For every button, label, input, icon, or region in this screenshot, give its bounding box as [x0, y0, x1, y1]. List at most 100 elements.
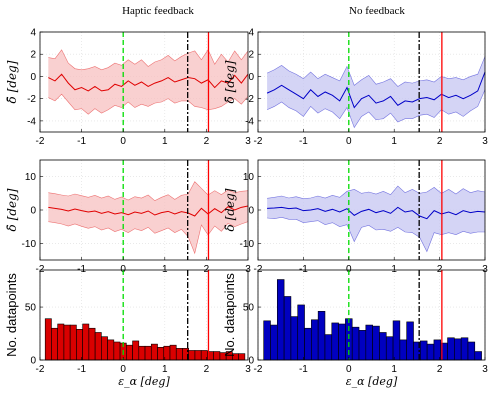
band-lower-edge — [267, 217, 485, 253]
x-tick-label: -2 — [254, 364, 263, 375]
histogram-bar — [238, 353, 246, 361]
y-axis-label: δ̄ [deg] — [5, 60, 19, 103]
y-tick-label: 4 — [30, 28, 36, 39]
y-axis-label: δ̄ [deg] — [223, 60, 237, 103]
histogram-bar — [372, 325, 380, 361]
histogram-bar — [88, 327, 96, 361]
histogram-bar — [263, 320, 271, 361]
axes-frame — [39, 31, 249, 133]
x-tick-label: 3 — [245, 136, 251, 147]
y-tick-label: 0 — [248, 206, 254, 217]
x-tick-label: 1 — [162, 364, 168, 375]
x-tick-label: 0 — [346, 136, 352, 147]
x-axis-label: ε_α [deg] — [118, 375, 170, 388]
x-tick-label: 1 — [391, 364, 397, 375]
x-tick-label: -2 — [36, 136, 45, 147]
y-tick-label: 0 — [248, 72, 254, 83]
y-tick-label: 10 — [243, 172, 255, 183]
x-tick-label: -2 — [36, 264, 45, 275]
x-tick-label: 2 — [437, 364, 443, 375]
x-tick-label: 1 — [391, 136, 397, 147]
x-tick-label: -1 — [299, 364, 308, 375]
histogram-bar — [157, 346, 165, 361]
histogram-bar — [51, 327, 58, 361]
x-tick-label: 0 — [120, 364, 126, 375]
mean-line — [48, 205, 249, 217]
x-tick-label: -2 — [36, 364, 45, 375]
band-lower-edge — [48, 93, 249, 115]
band-upper-edge — [48, 49, 249, 71]
histogram-bar — [169, 344, 177, 361]
y-tick-label: 10 — [25, 172, 37, 183]
y-tick-label: -2 — [245, 94, 254, 105]
x-tick-label: 0 — [120, 136, 126, 147]
axes-frame — [257, 31, 486, 133]
x-tick-label: 2 — [204, 136, 210, 147]
histogram-bar — [379, 332, 387, 361]
y-tick-label: 50 — [243, 303, 255, 314]
histogram-bar — [454, 338, 462, 361]
x-tick-label: -1 — [299, 136, 308, 147]
x-tick-label: -2 — [254, 136, 263, 147]
x-axis-label: ε_α [deg] — [346, 375, 398, 388]
band-upper-edge — [266, 56, 486, 87]
mean-line — [266, 71, 486, 109]
x-tick-label: -1 — [77, 264, 86, 275]
histogram-bar — [365, 324, 373, 361]
band-upper-edge — [267, 185, 486, 199]
y-tick-label: -2 — [27, 94, 36, 105]
histogram-bar — [44, 318, 52, 361]
histogram-bar — [392, 320, 401, 361]
y-tick-label: 4 — [248, 28, 254, 39]
histogram-bar — [467, 341, 476, 361]
histogram-bar — [433, 339, 442, 361]
x-tick-label: 2 — [204, 264, 210, 275]
y-tick-label: 0 — [248, 356, 254, 367]
x-tick-label: 0 — [346, 264, 352, 275]
histogram-bar — [194, 350, 202, 361]
title-haptic: Haptic feedback — [122, 5, 194, 17]
y-tick-label: 50 — [25, 303, 37, 314]
histogram-bar — [338, 323, 346, 361]
confidence-band — [267, 186, 485, 252]
band-lower-edge — [266, 89, 486, 129]
y-axis-label: δ̇ [deg] — [5, 188, 19, 231]
x-tick-label: -1 — [299, 264, 308, 275]
histogram-bar — [474, 351, 482, 361]
histogram-bar — [351, 326, 360, 361]
x-tick-label: 1 — [162, 136, 168, 147]
histogram-bar — [406, 321, 414, 361]
histogram-bar — [331, 322, 339, 361]
x-tick-label: 3 — [482, 136, 488, 147]
band-upper-edge — [48, 181, 249, 202]
x-tick-label: 0 — [120, 264, 126, 275]
axes-frame — [257, 269, 486, 361]
histogram-bar — [69, 324, 77, 361]
x-tick-label: 3 — [482, 264, 488, 275]
histogram-bar — [144, 345, 152, 361]
histogram-bar — [150, 343, 158, 361]
y-tick-label: -10 — [240, 239, 255, 250]
confidence-band — [267, 56, 485, 128]
histogram-bar — [126, 344, 133, 361]
x-tick-label: 3 — [245, 264, 251, 275]
x-tick-label: -1 — [77, 364, 86, 375]
histogram-bar — [276, 279, 285, 361]
histogram-bar — [460, 337, 469, 361]
y-axis-label: No. datapoints — [222, 273, 237, 357]
histogram-bar — [426, 343, 435, 361]
histogram-bar — [76, 328, 83, 361]
mean-line — [48, 73, 249, 92]
histogram-bar — [358, 330, 367, 361]
histogram-bar — [283, 296, 292, 361]
x-tick-label: 0 — [346, 364, 352, 375]
y-tick-label: -4 — [245, 116, 254, 127]
title-no-feedback: No feedback — [349, 5, 405, 17]
x-tick-label: -2 — [254, 264, 263, 275]
histogram-bar — [107, 339, 115, 361]
histogram-bar — [132, 340, 140, 361]
